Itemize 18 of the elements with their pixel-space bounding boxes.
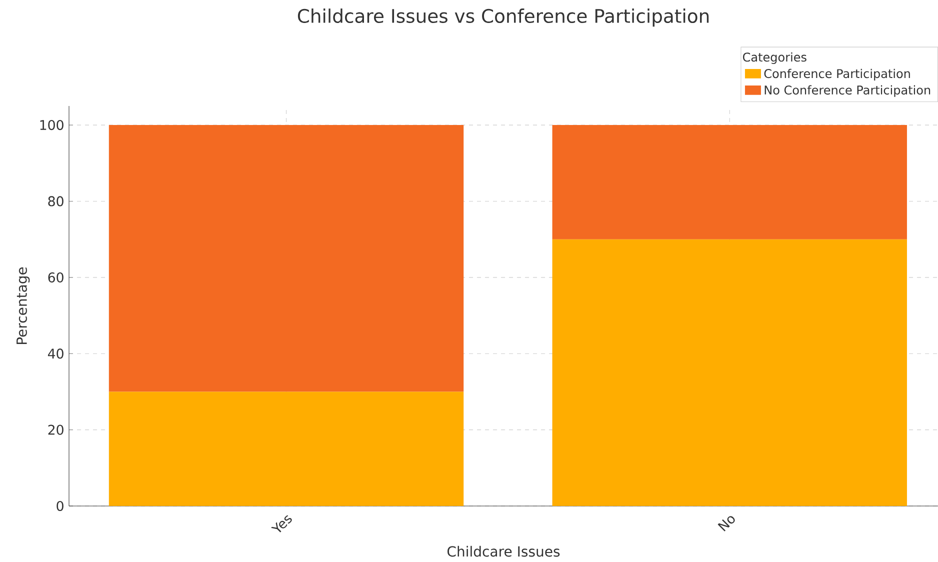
y-tick-label: 0 xyxy=(56,500,64,512)
legend-label: No Conference Participation xyxy=(764,85,930,97)
x-tick-label: Yes xyxy=(271,515,292,532)
y-tick-label: 100 xyxy=(40,120,64,130)
bar xyxy=(552,125,907,240)
x-tick-label: No xyxy=(718,516,735,532)
bar xyxy=(108,392,464,506)
y-tick-label: 80 xyxy=(48,196,64,206)
y-tick-label: 40 xyxy=(48,348,64,359)
legend-title: Categories xyxy=(742,52,806,64)
chart-title: Childcare Issues vs Conference Participation xyxy=(298,8,709,27)
bar xyxy=(552,239,907,506)
legend-label: Conference Participation xyxy=(764,68,910,80)
y-tick-label: 20 xyxy=(48,424,64,435)
x-axis-title: Childcare Issues xyxy=(448,546,560,557)
y-tick-label: 60 xyxy=(48,272,64,282)
bar xyxy=(108,125,464,392)
y-axis-title: Percentage xyxy=(16,267,30,344)
